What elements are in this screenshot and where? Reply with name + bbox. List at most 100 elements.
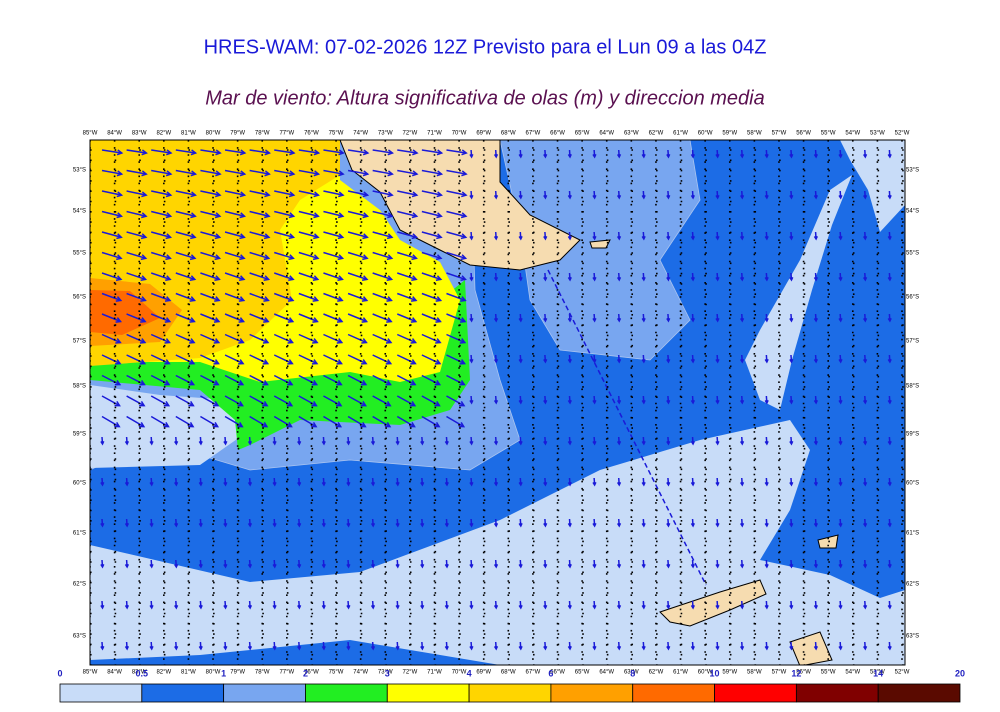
lat-label: 54°S [73,209,86,215]
lon-label: 74°W [353,131,368,137]
lon-label: 65°W [575,670,590,676]
colorbar-segment [878,684,960,702]
lon-label: 77°W [279,670,294,676]
lat-label: 60°S [906,481,919,487]
lon-label: 76°W [304,131,319,137]
lon-label: 60°W [698,131,713,137]
lat-label: 59°S [73,432,86,438]
colorbar-label: 0 [57,668,62,678]
lon-label: 75°W [329,670,344,676]
colorbar-label: 0.5 [136,668,149,678]
lon-label: 52°W [895,670,910,676]
lon-label: 61°W [673,670,688,676]
lon-label: 73°W [378,131,393,137]
lon-label: 71°W [427,670,442,676]
lon-label: 64°W [599,670,614,676]
lon-label: 82°W [156,670,171,676]
colorbar-label: 10 [710,668,720,678]
lon-label: 62°W [649,131,664,137]
lon-label: 67°W [526,670,541,676]
lon-label: 81°W [181,131,196,137]
lon-label: 65°W [575,131,590,137]
lat-label: 57°S [906,339,919,345]
lon-label: 84°W [107,131,122,137]
colorbar-label: 20 [955,668,965,678]
lat-label: 63°S [906,634,919,640]
subtitle: Mar de viento: Altura significativa de o… [205,87,765,109]
lon-label: 83°W [132,131,147,137]
lon-label: 67°W [526,131,541,137]
colorbar-label: 2 [303,668,308,678]
lon-label: 74°W [353,670,368,676]
lon-label: 58°W [747,131,762,137]
colorbar-label: 4 [467,668,472,678]
lat-label: 59°S [906,432,919,438]
lat-label: 53°S [73,168,86,174]
lat-label: 61°S [73,531,86,537]
colorbar-label: 3 [385,668,390,678]
lat-label: 62°S [73,582,86,588]
lon-label: 66°W [550,131,565,137]
lon-label: 63°W [624,131,639,137]
colorbar-segment [633,684,715,702]
lat-label: 57°S [73,339,86,345]
lon-label: 82°W [156,131,171,137]
lon-label: 54°W [845,670,860,676]
lon-label: 59°W [722,131,737,137]
lon-label: 70°W [452,670,467,676]
lon-label: 69°W [476,670,491,676]
lon-label: 68°W [501,670,516,676]
lon-label: 62°W [649,670,664,676]
colorbar-segment [387,684,469,702]
lon-label: 75°W [329,131,344,137]
lon-label: 68°W [501,131,516,137]
lon-label: 79°W [230,131,245,137]
lon-label: 55°W [821,131,836,137]
colorbar-segment [60,684,142,702]
lon-label: 55°W [821,670,836,676]
colorbar-label: 14 [873,668,883,678]
lon-label: 78°W [255,670,270,676]
lon-label: 54°W [845,131,860,137]
lon-label: 57°W [772,670,787,676]
title: HRES-WAM: 07-02-2026 12Z Previsto para e… [204,36,767,58]
lon-label: 84°W [107,670,122,676]
colorbar-segment [469,684,551,702]
colorbar-label: 12 [791,668,801,678]
lat-label: 54°S [906,209,919,215]
lon-label: 81°W [181,670,196,676]
colorbar-segment [796,684,878,702]
lon-label: 85°W [83,670,98,676]
lon-label: 61°W [673,131,688,137]
lon-label: 72°W [403,670,418,676]
colorbar-segment [142,684,224,702]
lat-label: 53°S [906,168,919,174]
lat-label: 55°S [73,251,86,257]
lon-label: 59°W [722,670,737,676]
lon-label: 77°W [279,131,294,137]
lon-label: 71°W [427,131,442,137]
lon-label: 72°W [403,131,418,137]
lat-label: 56°S [73,295,86,301]
lat-label: 56°S [906,295,919,301]
lat-label: 58°S [73,384,86,390]
lat-label: 63°S [73,634,86,640]
lon-label: 53°W [870,131,885,137]
lon-label: 69°W [476,131,491,137]
lon-label: 56°W [796,131,811,137]
colorbar-segment [305,684,387,702]
lon-label: 70°W [452,131,467,137]
lon-label: 85°W [83,131,98,137]
lon-label: 79°W [230,670,245,676]
lat-label: 60°S [73,481,86,487]
colorbar-label: 6 [548,668,553,678]
lat-label: 61°S [906,531,919,537]
lat-label: 58°S [906,384,919,390]
lat-label: 55°S [906,251,919,257]
map [90,140,905,666]
lon-label: 52°W [895,131,910,137]
colorbar-label: 8 [630,668,635,678]
lon-label: 64°W [599,131,614,137]
